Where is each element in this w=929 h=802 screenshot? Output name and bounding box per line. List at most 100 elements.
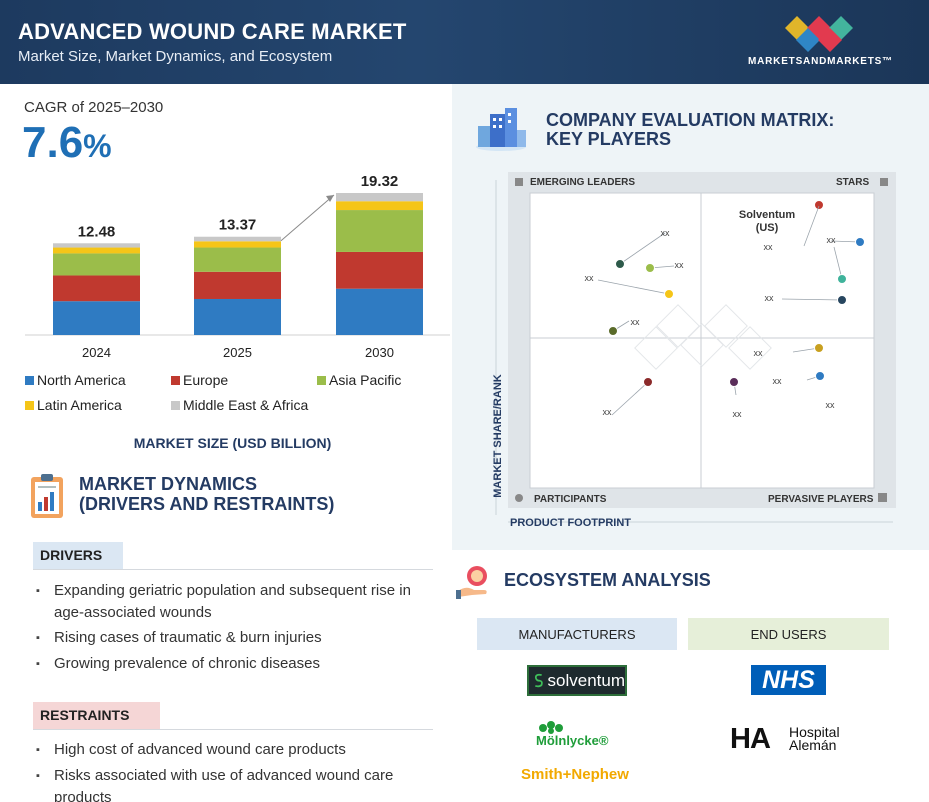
solventum-logo: solventum xyxy=(527,665,627,696)
emerging-leaders-icon xyxy=(515,178,523,186)
header-banner: ADVANCED WOUND CARE MARKET Market Size, … xyxy=(0,0,929,84)
company-label: xx xyxy=(733,409,743,419)
dot-leader-line xyxy=(833,246,843,280)
bar-total-label: 19.32 xyxy=(361,173,399,190)
company-dot xyxy=(645,263,675,273)
restraint-item: Risks associated with use of advanced wo… xyxy=(36,765,426,802)
bar-segment xyxy=(194,247,281,272)
company-marker xyxy=(815,371,825,381)
market-dynamics-title-line2: (DRIVERS AND RESTRAINTS) xyxy=(79,494,335,514)
cagr-unit: % xyxy=(83,128,112,164)
solventum-leader-line xyxy=(803,205,820,247)
legend-swatch xyxy=(171,375,180,385)
company-dot xyxy=(615,232,666,269)
company-marker xyxy=(855,237,865,247)
company-marker xyxy=(645,263,655,273)
company-label: xx xyxy=(675,260,685,270)
dot-leader-line xyxy=(611,381,649,416)
bar-segment xyxy=(194,298,281,335)
company-dot xyxy=(611,377,653,416)
company-label: xx xyxy=(661,228,671,238)
cagr-value: 7.6% xyxy=(22,118,112,168)
quadrant-participants: PARTICIPANTS xyxy=(534,494,607,505)
page-title: ADVANCED WOUND CARE MARKET xyxy=(18,19,407,44)
solventum-label: Solventum xyxy=(739,209,795,221)
legend-item: Latin America xyxy=(25,397,122,413)
clipboard-chart-icon xyxy=(31,474,63,518)
legend-swatch xyxy=(171,400,180,410)
quadrant-pervasive-players: PERVASIVE PLAYERS xyxy=(768,494,874,505)
company-label: xx xyxy=(773,376,783,386)
legend-item: North America xyxy=(25,372,126,388)
legend-label: Middle East & Africa xyxy=(183,397,309,413)
bar-stack-2024 xyxy=(53,243,140,335)
market-dynamics-title: MARKET DYNAMICS (DRIVERS AND RESTRAINTS) xyxy=(79,474,334,514)
y-axis-label: MARKET SHARE/RANK xyxy=(492,374,504,498)
manufacturers-header: MANUFACTURERS xyxy=(477,618,677,650)
buildings-icon xyxy=(476,108,526,151)
matrix-plot-area xyxy=(529,192,875,489)
bar-segment xyxy=(53,247,140,254)
company-dot xyxy=(608,320,630,336)
company-marker xyxy=(643,377,653,387)
chart-caption: MARKET SIZE (USD BILLION) xyxy=(133,435,332,451)
bar-stack-2030 xyxy=(336,193,423,335)
bar-segment xyxy=(336,201,423,211)
stars-icon xyxy=(880,178,888,186)
dot-leader-line xyxy=(781,298,843,301)
bar-segment xyxy=(194,271,281,299)
restraint-item: High cost of advanced wound care product… xyxy=(36,739,426,761)
company-dot xyxy=(806,371,825,381)
cagr-number: 7.6 xyxy=(22,118,84,167)
bar-segment xyxy=(53,301,140,335)
market-size-chart: 12.48 2024 13.37 2025 19.32 2030 xyxy=(25,173,450,360)
quadrant-stars: STARS xyxy=(836,177,870,188)
hospital-aleman-line1: Hospital xyxy=(789,724,840,740)
legend-label: Asia Pacific xyxy=(329,372,402,388)
company-dot xyxy=(833,246,847,284)
legend-item: Europe xyxy=(171,372,228,388)
dot-leader-line xyxy=(597,279,670,295)
company-dot xyxy=(781,295,847,305)
bar-segment xyxy=(336,210,423,252)
bar-segment xyxy=(194,241,281,248)
hospital-aleman-name: Hospital Alemán xyxy=(789,724,840,753)
matrix-diamond xyxy=(634,326,678,370)
x-axis-label: PRODUCT FOOTPRINT xyxy=(510,517,631,529)
company-dot xyxy=(830,237,865,247)
molnlycke-dots-icon xyxy=(539,721,563,734)
company-marker xyxy=(814,200,824,210)
participants-icon xyxy=(515,494,523,502)
legend-swatch xyxy=(25,375,34,385)
drivers-tab: DRIVERS xyxy=(33,542,123,569)
company-marker xyxy=(837,295,847,305)
left-column: CAGR of 2025–2030 7.6% 12.48 2024 13.37 202… xyxy=(0,84,452,802)
bar-segment xyxy=(53,253,140,276)
cagr-label: CAGR of 2025–2030 xyxy=(24,99,164,116)
legend-swatch xyxy=(25,400,34,410)
company-dot xyxy=(729,377,739,396)
bar-segment xyxy=(53,275,140,302)
company-marker xyxy=(608,326,618,336)
bar-stack-2025 xyxy=(194,236,281,335)
matrix-diamond xyxy=(728,326,772,370)
bar-segment xyxy=(336,193,423,202)
growth-arrow-head xyxy=(326,195,334,202)
driver-item: Rising cases of traumatic & burn injurie… xyxy=(36,627,426,649)
company-label: xx xyxy=(765,293,775,303)
company-label: xx xyxy=(826,400,836,410)
company-label: xx xyxy=(827,235,837,245)
end-users-header: END USERS xyxy=(688,618,889,650)
matrix-title-line2: KEY PLAYERS xyxy=(546,129,672,149)
company-marker xyxy=(729,377,739,387)
driver-item: Expanding geriatric population and subse… xyxy=(36,580,426,624)
molnlycke-wordmark: Mölnlycke® xyxy=(536,733,609,748)
company-label: xx xyxy=(764,242,774,252)
hospital-aleman-line2: Alemán xyxy=(789,737,837,753)
dot-leader-line xyxy=(619,232,666,265)
ecosystem-title: ECOSYSTEM ANALYSIS xyxy=(504,570,711,590)
company-label: xx xyxy=(603,407,613,417)
matrix-title-line1: COMPANY EVALUATION MATRIX: xyxy=(546,110,835,130)
restraints-divider xyxy=(33,729,433,730)
molnlycke-logo: Mölnlycke® xyxy=(536,720,620,750)
